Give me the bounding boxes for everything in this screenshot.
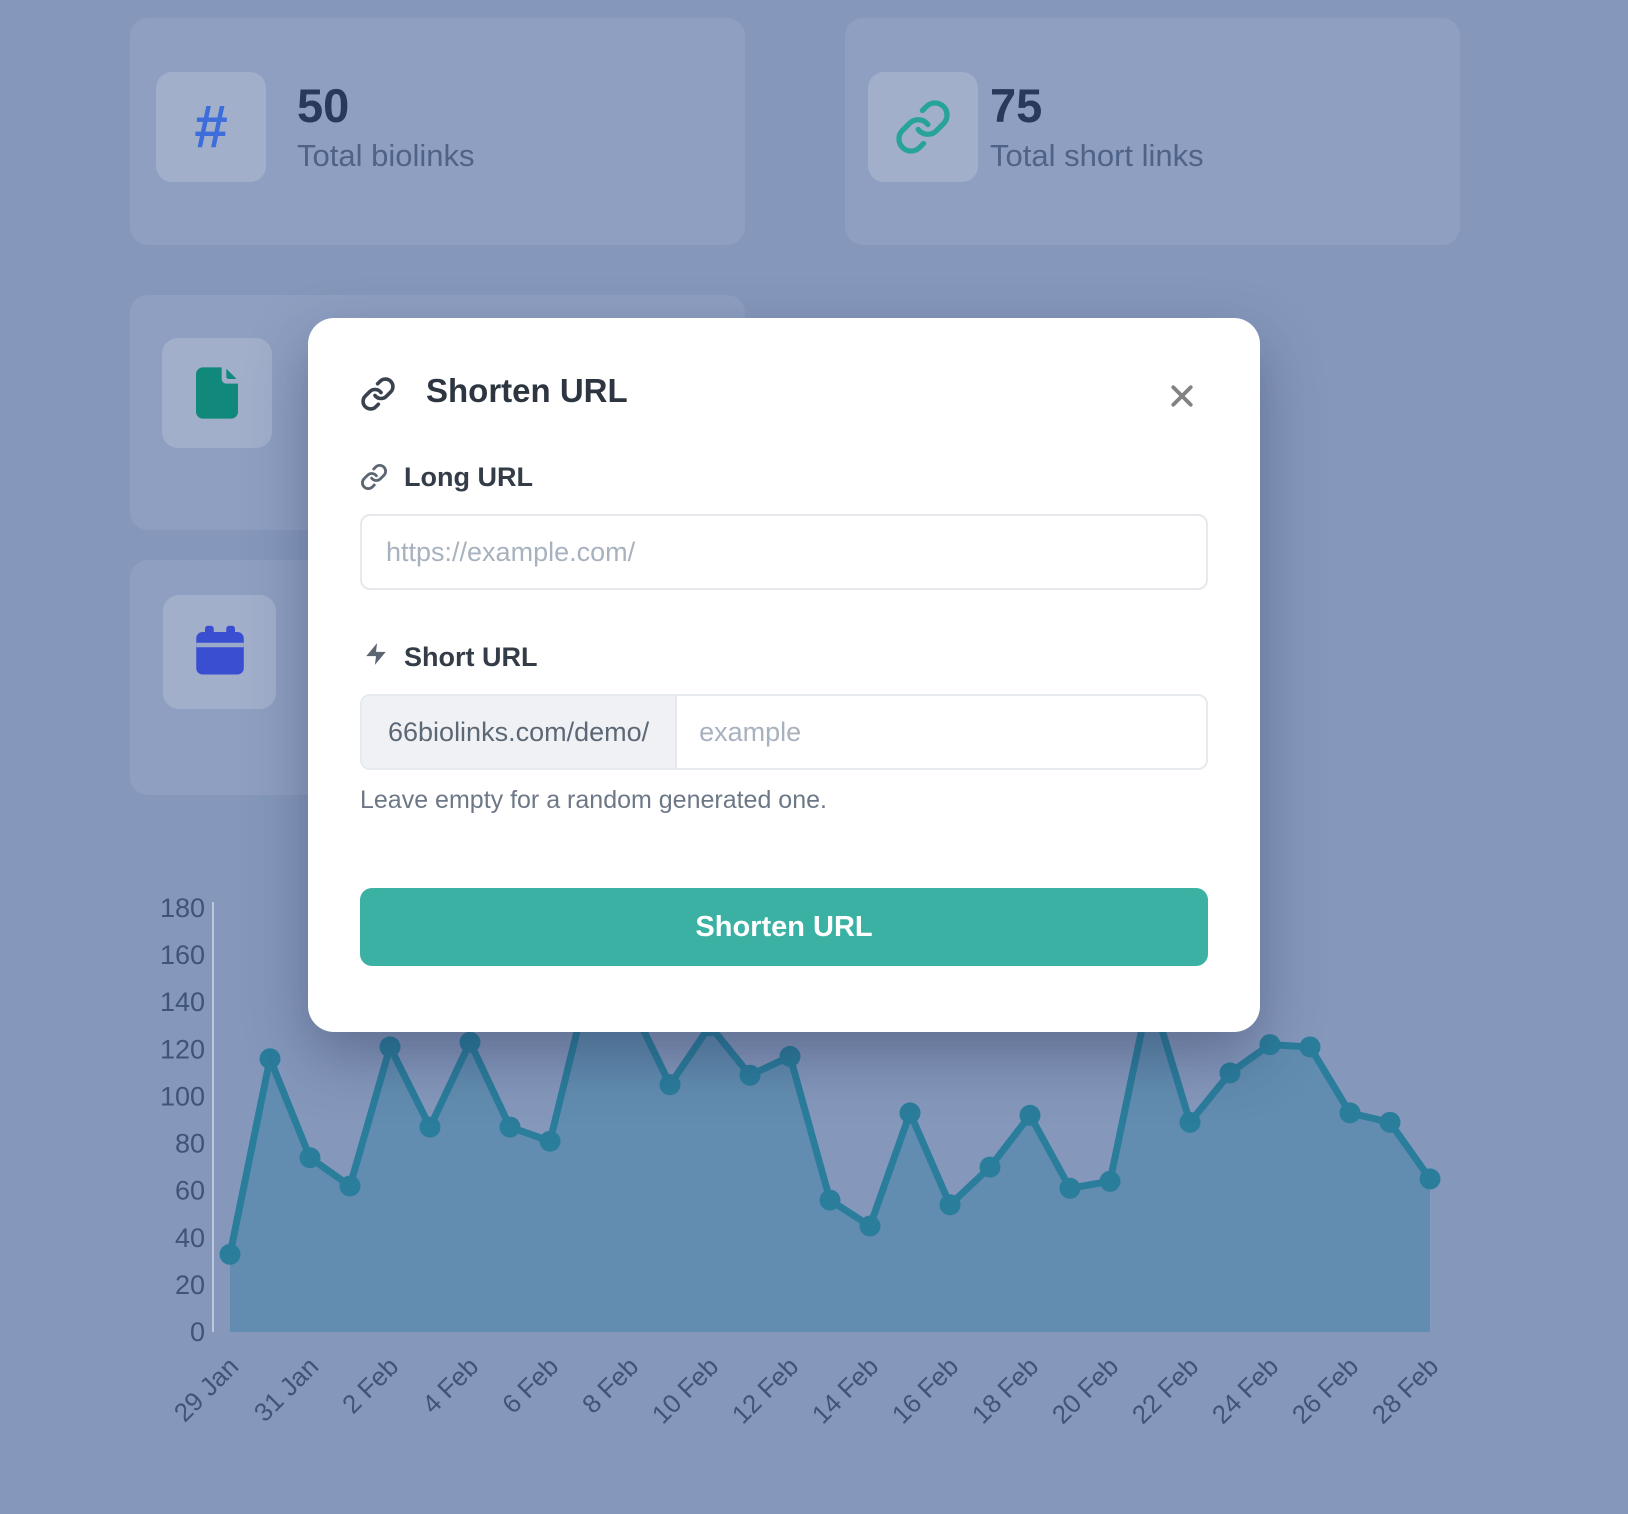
shorten-url-button[interactable]: Shorten URL [360, 888, 1208, 966]
svg-text:24 Feb: 24 Feb [1206, 1351, 1284, 1429]
svg-text:28 Feb: 28 Feb [1366, 1351, 1444, 1429]
svg-text:0: 0 [190, 1317, 205, 1347]
stat-value-biolinks: 50 [297, 79, 350, 132]
svg-text:6 Feb: 6 Feb [496, 1351, 564, 1419]
short-url-input[interactable] [677, 696, 1206, 768]
bolt-icon [363, 640, 389, 673]
stat-card-total-short-links [845, 18, 1460, 245]
calendar-icon [195, 625, 244, 675]
svg-text:10 Feb: 10 Feb [646, 1351, 724, 1429]
svg-text:160: 160 [160, 940, 205, 970]
stat-label-short-links: Total short links [990, 138, 1204, 173]
link-icon [896, 100, 950, 154]
close-icon [1171, 385, 1193, 407]
svg-text:20 Feb: 20 Feb [1046, 1351, 1124, 1429]
svg-text:100: 100 [160, 1081, 205, 1111]
hash-icon: # [194, 93, 228, 160]
svg-text:31 Jan: 31 Jan [248, 1351, 324, 1427]
svg-text:140: 140 [160, 987, 205, 1017]
document-icon [196, 367, 238, 419]
calendar-icon-tile [163, 595, 276, 709]
svg-text:180: 180 [160, 893, 205, 923]
svg-text:12 Feb: 12 Feb [726, 1351, 804, 1429]
modal-title: Shorten URL [426, 372, 628, 409]
stat-value-short-links: 75 [990, 79, 1043, 132]
svg-text:4 Feb: 4 Feb [416, 1351, 484, 1419]
svg-text:22 Feb: 22 Feb [1126, 1351, 1204, 1429]
short-url-group: 66biolinks.com/demo/ [360, 694, 1208, 770]
short-url-prefix: 66biolinks.com/demo/ [362, 696, 678, 768]
link-icon [360, 376, 396, 417]
svg-text:29 Jan: 29 Jan [168, 1351, 244, 1427]
close-button[interactable] [1160, 374, 1204, 418]
svg-text:18 Feb: 18 Feb [966, 1351, 1044, 1429]
svg-text:2 Feb: 2 Feb [336, 1351, 404, 1419]
svg-text:8 Feb: 8 Feb [576, 1351, 644, 1419]
short-url-helper-text: Leave empty for a random generated one. [360, 786, 827, 814]
svg-text:120: 120 [160, 1034, 205, 1064]
svg-text:20: 20 [175, 1270, 205, 1300]
long-url-input[interactable] [360, 514, 1208, 590]
link-icon [360, 463, 388, 496]
link-icon-tile [868, 72, 978, 182]
svg-text:26 Feb: 26 Feb [1286, 1351, 1364, 1429]
short-url-label: Short URL [404, 642, 538, 672]
long-url-label: Long URL [404, 462, 533, 492]
hash-icon-tile: # [156, 72, 266, 182]
stat-card-total-biolinks [130, 18, 745, 245]
svg-text:16 Feb: 16 Feb [886, 1351, 964, 1429]
svg-text:60: 60 [175, 1176, 205, 1206]
svg-text:14 Feb: 14 Feb [806, 1351, 884, 1429]
svg-text:40: 40 [175, 1223, 205, 1253]
stat-label-biolinks: Total biolinks [297, 138, 475, 173]
svg-text:80: 80 [175, 1129, 205, 1159]
document-icon-tile [162, 338, 272, 448]
